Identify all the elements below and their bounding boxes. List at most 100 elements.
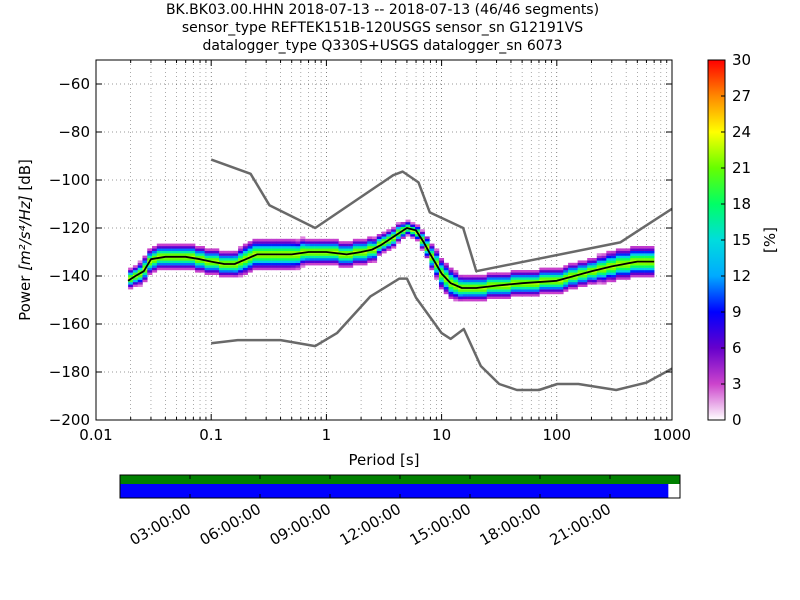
heatmap-cell	[630, 246, 636, 249]
heatmap-cell	[558, 272, 564, 275]
heatmap-cell	[572, 286, 578, 290]
heatmap-cell	[539, 277, 545, 280]
heatmap-cell	[137, 279, 143, 283]
heatmap-cell	[630, 267, 636, 271]
heatmap-cell	[142, 265, 148, 268]
x-axis-ticks: 0.01 0.1 1 10 100 1000	[79, 60, 691, 444]
heatmap-cell	[477, 282, 483, 285]
heatmap-cell	[262, 255, 268, 259]
heatmap-cell	[429, 248, 435, 251]
heatmap-cell	[467, 284, 473, 287]
heatmap-cell	[314, 248, 320, 251]
heatmap-cell	[209, 265, 215, 268]
heatmap-cell	[247, 253, 253, 256]
heatmap-cell	[180, 253, 186, 256]
heatmap-cell	[262, 243, 268, 247]
heatmap-cell	[362, 258, 368, 261]
heatmap-cell	[156, 250, 162, 254]
heatmap-cell	[644, 250, 650, 254]
heatmap-cell	[525, 284, 531, 287]
heatmap-cell	[501, 274, 507, 278]
heatmap-cell	[486, 279, 492, 283]
heatmap-cell	[395, 226, 401, 230]
heatmap-cell	[563, 289, 569, 292]
heatmap-cell	[601, 258, 607, 261]
heatmap-cell	[644, 248, 650, 251]
heatmap-cell	[434, 272, 440, 275]
heatmap-cell	[649, 248, 655, 251]
heatmap-cell	[458, 279, 464, 283]
heatmap-cell	[381, 243, 387, 247]
heatmap-cell	[529, 277, 535, 280]
heatmap-cell	[620, 248, 626, 251]
heatmap-cell	[228, 255, 234, 259]
heatmap-cell	[448, 284, 454, 287]
heatmap-cell	[137, 282, 143, 285]
heatmap-cell	[171, 250, 177, 254]
heatmap-cell	[458, 298, 464, 302]
heatmap-cell	[372, 253, 378, 256]
heatmap-cell	[424, 243, 430, 247]
heatmap-cell	[419, 243, 425, 247]
heatmap-cell	[438, 277, 445, 280]
heatmap-cell	[395, 222, 401, 225]
heatmap-cell	[572, 270, 578, 273]
time-tick-label: 21:00:00	[547, 500, 614, 549]
heatmap-cell	[472, 291, 478, 295]
heatmap-cell	[419, 246, 425, 249]
chart-title-line-2: sensor_type REFTEK151B-120USGS sensor_sn…	[181, 20, 584, 36]
heatmap-cell	[142, 260, 148, 263]
heatmap-cell	[525, 291, 531, 295]
heatmap-cell	[314, 262, 320, 266]
heatmap-cell	[171, 267, 177, 271]
heatmap-cell	[238, 270, 244, 273]
heatmap-cell	[496, 291, 502, 295]
heatmap-cell	[510, 289, 516, 292]
heatmap-cell	[620, 267, 626, 271]
heatmap-cell	[271, 260, 277, 263]
heatmap-cell	[233, 258, 239, 261]
heatmap-cell	[218, 270, 225, 273]
heatmap-cell	[175, 248, 182, 251]
heatmap-cell	[233, 265, 239, 268]
heatmap-cell	[357, 260, 363, 263]
heatmap-cell	[271, 267, 277, 271]
heatmap-cell	[180, 248, 186, 251]
heatmap-cell	[142, 270, 148, 273]
heatmap-cell	[285, 238, 292, 242]
heatmap-cell	[639, 255, 645, 259]
heatmap-cell	[467, 277, 473, 280]
heatmap-cell	[611, 260, 617, 263]
heatmap-cell	[635, 258, 641, 261]
heatmap-cell	[300, 238, 306, 242]
heatmap-cell	[458, 294, 464, 297]
heatmap-cell	[161, 265, 167, 268]
heatmap-cell	[443, 286, 449, 290]
heatmap-cell	[156, 258, 162, 261]
heatmap-cell	[381, 238, 387, 242]
heatmap-cell	[477, 294, 483, 297]
heatmap-cell	[515, 279, 521, 283]
heatmap-cell	[367, 243, 373, 247]
heatmap-cell	[233, 255, 239, 259]
heatmap-cell	[190, 253, 196, 256]
heatmap-cell	[199, 248, 205, 251]
heatmap-cell	[338, 258, 344, 261]
heatmap-cell	[305, 253, 311, 256]
heatmap-cell	[180, 260, 186, 263]
heatmap-cell	[180, 267, 186, 271]
heatmap-cell	[324, 260, 330, 263]
heatmap-cell	[156, 243, 162, 247]
heatmap-cell	[271, 238, 277, 242]
heatmap-cell	[462, 291, 468, 295]
heatmap-cell	[472, 284, 478, 287]
chart-title-line-1: BK.BK03.00.HHN 2018-07-13 -- 2018-07-13 …	[165, 2, 600, 18]
heatmap-cell	[228, 260, 234, 263]
heatmap-cell	[620, 265, 626, 268]
heatmap-cell	[357, 262, 363, 266]
heatmap-cell	[434, 250, 440, 254]
heatmap-cell	[553, 267, 559, 271]
colorbar-tick-label: 27	[732, 87, 751, 105]
heatmap-cell	[362, 246, 368, 249]
heatmap-cell	[252, 258, 258, 261]
